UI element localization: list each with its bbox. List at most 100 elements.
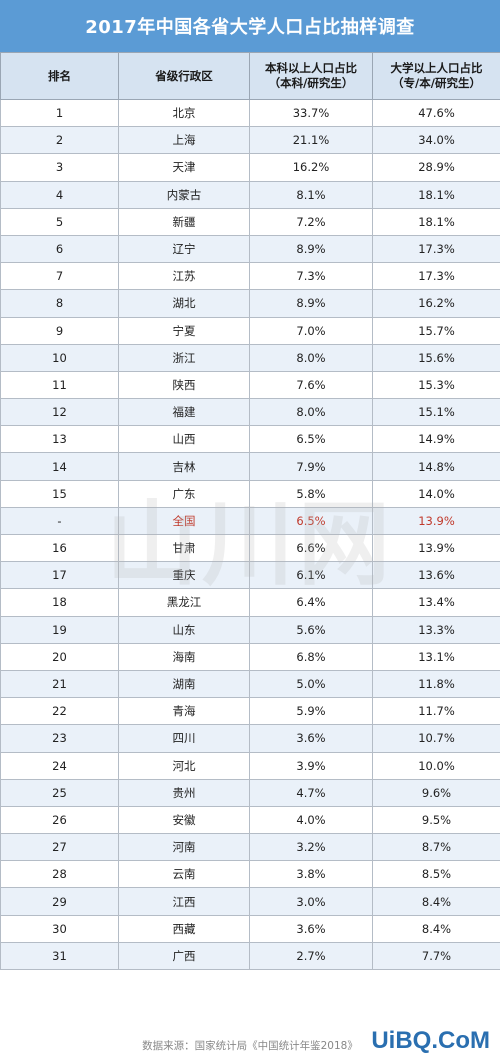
bachelor-cell: 3.6% (249, 724, 373, 753)
bachelor-cell: 16.2% (249, 153, 373, 182)
bachelor-cell: 7.2% (249, 207, 373, 236)
bachelor-cell: 7.0% (249, 316, 373, 345)
province-cell: 湖北 (118, 289, 250, 318)
rank-cell: 24 (0, 751, 119, 780)
rank-cell: 10 (0, 343, 119, 372)
college-cell: 10.0% (372, 751, 500, 780)
rank-cell: 23 (0, 724, 119, 753)
rank-cell: 22 (0, 697, 119, 726)
college-cell: 17.3% (372, 262, 500, 291)
table-row: 26 安徽 4.0% 9.5% (0, 805, 500, 835)
bachelor-cell: 5.6% (249, 615, 373, 644)
rank-cell: 2 (0, 126, 119, 155)
bachelor-cell: 2.7% (249, 941, 373, 971)
college-cell: 14.0% (372, 479, 500, 508)
college-cell: 15.1% (372, 398, 500, 427)
bachelor-cell: 8.0% (249, 398, 373, 427)
province-cell: 甘肃 (118, 533, 250, 563)
source-note: 数据来源：国家统计局《中国统计年鉴2018》 (0, 1033, 500, 1059)
college-cell: 14.8% (372, 452, 500, 481)
rank-cell: 17 (0, 561, 119, 590)
table-row: 31 广西 2.7% 7.7% (0, 941, 500, 971)
college-cell: 15.3% (372, 370, 500, 400)
table-row: 13 山西 6.5% 14.9% (0, 425, 500, 454)
province-cell: 全国 (118, 506, 250, 536)
table-row: 10 浙江 8.0% 15.6% (0, 343, 500, 372)
rank-cell: 19 (0, 615, 119, 644)
province-cell: 四川 (118, 724, 250, 753)
rank-cell: 21 (0, 669, 119, 699)
province-cell: 内蒙古 (118, 180, 250, 209)
rank-cell: 18 (0, 588, 119, 617)
header-province: 省级行政区 (118, 52, 250, 100)
rank-cell: 30 (0, 914, 119, 943)
province-cell: 江西 (118, 887, 250, 916)
table-row: 8 湖北 8.9% 16.2% (0, 289, 500, 318)
bachelor-cell: 8.0% (249, 343, 373, 372)
college-cell: 13.6% (372, 561, 500, 590)
header-bachelor-line1: 本科以上人口占比 (265, 61, 357, 75)
province-cell: 河北 (118, 751, 250, 780)
table-row: 11 陕西 7.6% 15.3% (0, 370, 500, 400)
college-cell: 13.1% (372, 642, 500, 671)
college-cell: 15.7% (372, 316, 500, 345)
table-row: 4 内蒙古 8.1% 18.1% (0, 180, 500, 209)
rank-cell: 26 (0, 805, 119, 835)
rank-cell: 20 (0, 642, 119, 671)
bachelor-cell: 21.1% (249, 126, 373, 155)
table-row: 14 吉林 7.9% 14.8% (0, 452, 500, 481)
bachelor-cell: 3.0% (249, 887, 373, 916)
province-cell: 黑龙江 (118, 588, 250, 617)
college-cell: 8.7% (372, 833, 500, 862)
college-cell: 10.7% (372, 724, 500, 753)
rank-cell: 1 (0, 98, 119, 128)
table-row: 23 四川 3.6% 10.7% (0, 724, 500, 753)
college-cell: 13.4% (372, 588, 500, 617)
rank-cell: 28 (0, 860, 119, 889)
rank-cell: 14 (0, 452, 119, 481)
college-cell: 8.4% (372, 887, 500, 916)
rank-cell: 31 (0, 941, 119, 971)
header-college: 大学以上人口占比 （专/本/研究生） (372, 52, 500, 100)
province-cell: 广东 (118, 479, 250, 508)
bachelor-cell: 7.9% (249, 452, 373, 481)
province-cell: 安徽 (118, 805, 250, 835)
header-college-line2: （专/本/研究生） (392, 76, 481, 90)
national-average-row: - 全国 6.5% 13.9% (0, 506, 500, 536)
province-cell: 宁夏 (118, 316, 250, 345)
college-cell: 13.9% (372, 533, 500, 563)
province-cell: 山西 (118, 425, 250, 454)
table-row: 30 西藏 3.6% 8.4% (0, 914, 500, 943)
rank-cell: 8 (0, 289, 119, 318)
table-row: 15 广东 5.8% 14.0% (0, 479, 500, 508)
province-cell: 湖南 (118, 669, 250, 699)
college-cell: 34.0% (372, 126, 500, 155)
college-cell: 8.5% (372, 860, 500, 889)
table-row: 24 河北 3.9% 10.0% (0, 751, 500, 780)
table-row: 20 海南 6.8% 13.1% (0, 642, 500, 671)
bachelor-cell: 8.1% (249, 180, 373, 209)
province-cell: 西藏 (118, 914, 250, 943)
bachelor-cell: 5.8% (249, 479, 373, 508)
table-row: 7 江苏 7.3% 17.3% (0, 262, 500, 291)
college-cell: 13.9% (372, 506, 500, 536)
rank-cell: 13 (0, 425, 119, 454)
table-row: 28 云南 3.8% 8.5% (0, 860, 500, 889)
province-cell: 福建 (118, 398, 250, 427)
bachelor-cell: 4.0% (249, 805, 373, 835)
table-row: 6 辽宁 8.9% 17.3% (0, 234, 500, 264)
bachelor-cell: 6.8% (249, 642, 373, 671)
bachelor-cell: 7.6% (249, 370, 373, 400)
bachelor-cell: 33.7% (249, 98, 373, 128)
rank-cell: - (0, 506, 119, 536)
table-row: 5 新疆 7.2% 18.1% (0, 207, 500, 236)
province-cell: 辽宁 (118, 234, 250, 264)
rank-cell: 11 (0, 370, 119, 400)
bachelor-cell: 5.9% (249, 697, 373, 726)
table-row: 1 北京 33.7% 47.6% (0, 98, 500, 128)
province-cell: 云南 (118, 860, 250, 889)
province-cell: 天津 (118, 153, 250, 182)
bachelor-cell: 3.9% (249, 751, 373, 780)
college-cell: 11.8% (372, 669, 500, 699)
bachelor-cell: 8.9% (249, 234, 373, 264)
